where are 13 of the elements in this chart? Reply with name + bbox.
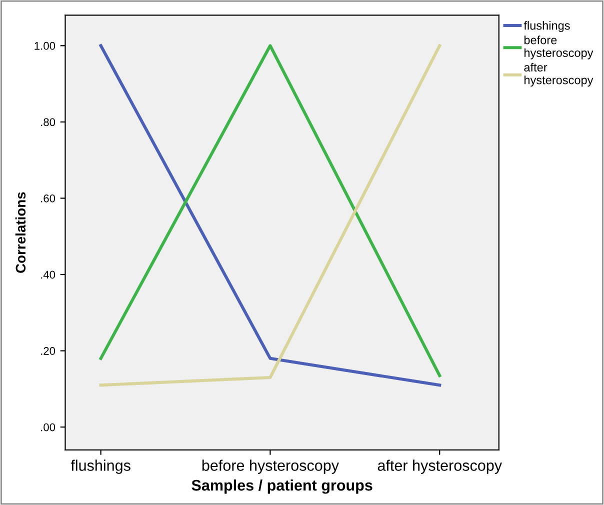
legend-label: flushings bbox=[524, 21, 570, 32]
x-tick-label: after hysteroscopy bbox=[378, 460, 502, 474]
x-axis-title: Samples / patient groups bbox=[192, 479, 372, 494]
y-axis-title: Correlations bbox=[15, 192, 26, 273]
y-tick-label: .00 bbox=[41, 423, 56, 432]
x-tick-label: before hysteroscopy bbox=[202, 460, 339, 474]
y-tick-label: .40 bbox=[41, 270, 56, 279]
legend-label: after hysteroscopy bbox=[524, 62, 594, 87]
x-tick-label: flushings bbox=[70, 460, 130, 474]
y-tick-label: .60 bbox=[41, 194, 56, 202]
y-tick-label: .80 bbox=[41, 118, 56, 126]
y-tick-label: .20 bbox=[41, 347, 56, 355]
y-tick-label: 1.00 bbox=[34, 42, 56, 50]
